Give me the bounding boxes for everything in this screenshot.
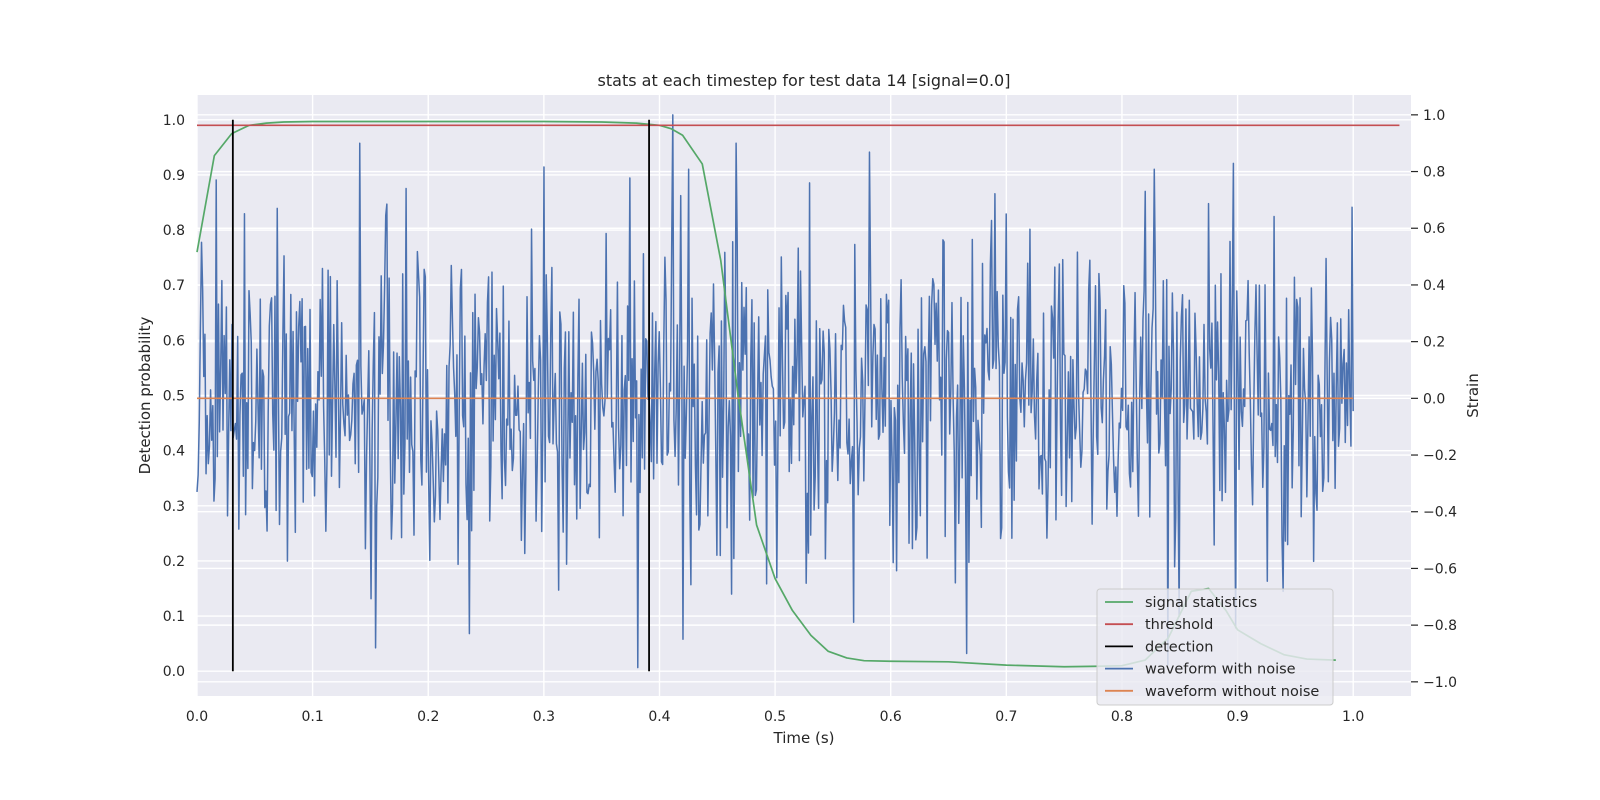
right-axis: −1.0 −0.8 −0.6 −0.4 −0.2 0.0 0.2 0.4 0.6 0.8 1.0 [1411, 108, 1457, 691]
left-axis: 0.0 0.1 0.2 0.3 0.4 0.5 0.6 0.7 0.8 0.9 1.0 [163, 113, 185, 680]
legend-label: waveform with noise [1145, 662, 1296, 678]
right-axis-label: Strain [1464, 373, 1482, 417]
right-tick-label: 0.2 [1423, 335, 1445, 351]
x-tick-label: 0.8 [1111, 709, 1133, 725]
x-tick-label: 0.9 [1226, 709, 1248, 725]
right-tick-label: −0.6 [1423, 561, 1457, 577]
right-tick-label: 0.4 [1423, 278, 1445, 294]
y-tick-label: 0.3 [163, 499, 185, 515]
x-tick-label: 0.7 [995, 709, 1017, 725]
right-tick-label: −0.8 [1423, 618, 1457, 634]
y-tick-label: 0.5 [163, 389, 185, 405]
y-tick-label: 1.0 [163, 113, 185, 129]
waveform-with-noise-line [196, 114, 1354, 669]
right-tick-label: 1.0 [1423, 108, 1445, 124]
y-tick-label: 0.8 [163, 223, 185, 239]
y-tick-label: 0.6 [163, 333, 185, 349]
chart-title: stats at each timestep for test data 14 … [598, 71, 1011, 90]
legend-label: signal statistics [1145, 595, 1257, 611]
right-tick-label: 0.8 [1423, 165, 1445, 181]
right-tick-label: −0.4 [1423, 505, 1457, 521]
legend-label: threshold [1145, 617, 1213, 633]
y-tick-label: 0.4 [163, 444, 185, 460]
right-tick-label: −0.2 [1423, 448, 1457, 464]
x-tick-label: 0.3 [533, 709, 555, 725]
y-tick-label: 0.9 [163, 168, 185, 184]
x-tick-label: 0.1 [301, 709, 323, 725]
y-tick-label: 0.0 [163, 664, 185, 680]
legend: signal statistics threshold detection wavef… [1096, 588, 1334, 706]
x-tick-label: 1.0 [1342, 709, 1364, 725]
legend-label: waveform without noise [1145, 684, 1319, 700]
right-tick-label: 0.0 [1423, 391, 1445, 407]
right-tick-label: 0.6 [1423, 221, 1445, 237]
legend-box [1096, 588, 1334, 706]
x-tick-label: 0.0 [186, 709, 208, 725]
x-axis: 0.0 0.1 0.2 0.3 0.4 0.5 0.6 0.7 0.8 0.9 1.0 [186, 709, 1364, 725]
x-axis-label: Time (s) [773, 729, 835, 747]
y-tick-label: 0.2 [163, 554, 185, 570]
legend-label: detection [1145, 639, 1213, 655]
x-tick-label: 0.2 [417, 709, 439, 725]
x-tick-label: 0.4 [648, 709, 670, 725]
y-tick-label: 0.7 [163, 278, 185, 294]
right-tick-label: −1.0 [1423, 675, 1457, 691]
x-tick-label: 0.5 [764, 709, 786, 725]
y-axis-label: Detection probability [136, 317, 154, 475]
y-tick-label: 0.1 [163, 609, 185, 625]
x-tick-label: 0.6 [880, 709, 902, 725]
